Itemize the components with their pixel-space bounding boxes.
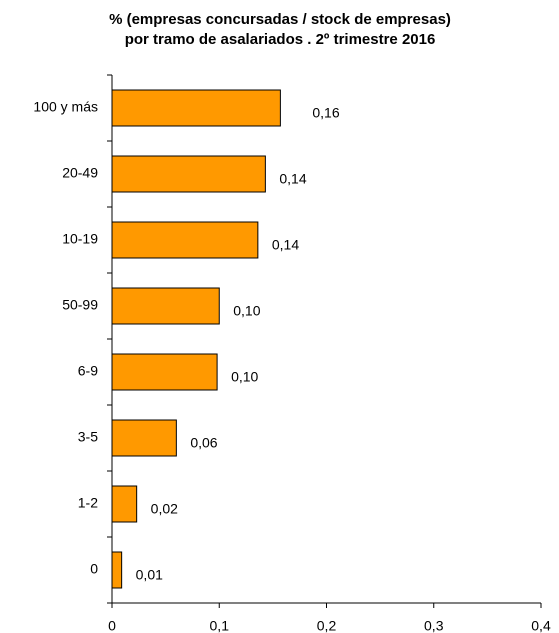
y-tick-label: 3-5 <box>78 429 98 445</box>
x-tick-label: 0,3 <box>424 618 444 633</box>
x-tick-label: 0,2 <box>317 618 337 633</box>
y-tick-label: 6-9 <box>78 363 98 379</box>
y-tick-label: 0 <box>90 561 98 577</box>
data-label: 0,10 <box>231 369 258 385</box>
data-label: 0,06 <box>190 435 217 451</box>
data-label: 0,16 <box>312 105 339 121</box>
y-tick-label: 100 y más <box>33 99 98 115</box>
bar <box>111 287 220 325</box>
data-label: 0,10 <box>233 303 260 319</box>
data-label: 0,02 <box>151 501 178 517</box>
bar <box>111 551 123 589</box>
chart-title: por tramo de asalariados . 2º trimestre … <box>125 31 436 48</box>
data-label: 0,01 <box>136 567 163 583</box>
data-label: 0,14 <box>279 171 306 187</box>
y-tick-label: 50-99 <box>62 297 98 313</box>
bar <box>111 419 177 457</box>
bar <box>111 155 266 193</box>
bar <box>111 485 138 523</box>
y-tick-label: 10-19 <box>62 231 98 247</box>
bar <box>111 89 281 127</box>
bar <box>111 353 218 391</box>
bar <box>111 221 259 259</box>
y-tick-label: 1-2 <box>78 495 98 511</box>
y-tick-label: 20-49 <box>62 165 98 181</box>
x-tick-label: 0 <box>108 618 116 633</box>
chart-title: % (empresas concursadas / stock de empre… <box>109 11 451 28</box>
data-label: 0,14 <box>272 237 299 253</box>
x-tick-label: 0,1 <box>210 618 230 633</box>
x-tick-label: 0,4 <box>531 618 551 633</box>
